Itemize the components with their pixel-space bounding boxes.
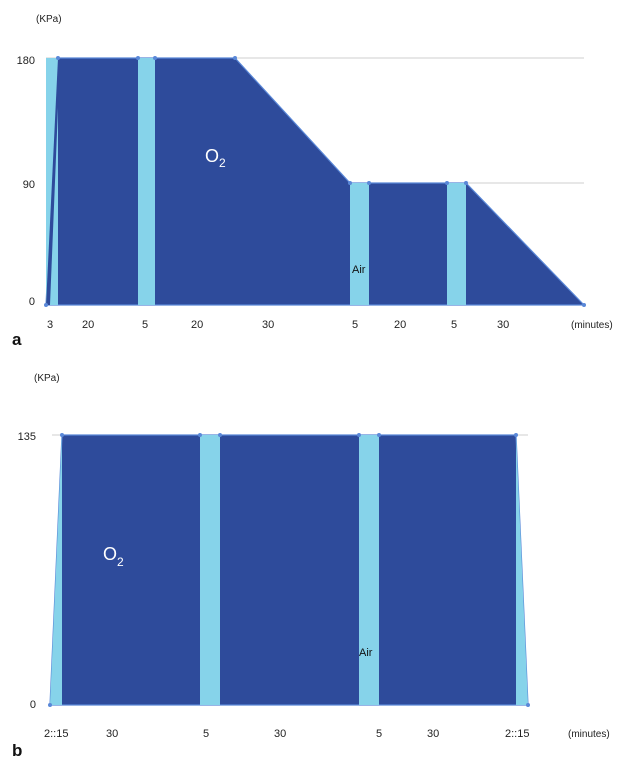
chart-a-segment-label: 20 (394, 319, 406, 331)
chart-a-vertices (44, 56, 586, 307)
chart-b-vertex (526, 703, 530, 707)
chart-a-y-tick-0: 0 (29, 296, 35, 308)
chart-b-y-unit: (KPa) (34, 373, 60, 384)
chart-a-y-tick-180: 180 (17, 55, 35, 67)
chart-b-segment-label: 5 (376, 728, 382, 740)
chart-b-vertex (514, 433, 518, 437)
chart-b-panel-label: b (12, 741, 22, 760)
chart-a-vertex (445, 181, 449, 185)
chart-a-vertex (367, 181, 371, 185)
chart-a-air-label: Air (352, 264, 366, 276)
chart-b-segment-label: 30 (427, 728, 439, 740)
chart-a-vertex (464, 181, 468, 185)
chart-b-oxygen-area (49, 434, 529, 706)
chart-a-oxygen-area (45, 57, 586, 306)
chart-b-segment-label: 30 (274, 728, 286, 740)
chart-a-x-unit: (minutes) (571, 320, 613, 331)
chart-b: (KPa) 135 0 O2 Air 2::15 30 5 30 5 30 2:… (12, 373, 610, 760)
chart-a-y-unit: (KPa) (36, 14, 62, 25)
chart-a-vertex (136, 56, 140, 60)
chart-a-segment-label: 5 (451, 319, 457, 331)
chart-b-air-label: Air (359, 647, 373, 659)
chart-a-segment-label: 5 (142, 319, 148, 331)
chart-a-segment-label: 30 (497, 319, 509, 331)
chart-b-compression-band (50, 435, 62, 705)
chart-b-vertex (357, 433, 361, 437)
chart-b-vertex (377, 433, 381, 437)
chart-b-vertex (60, 433, 64, 437)
chart-b-vertex (48, 703, 52, 707)
chart-a-vertex (582, 303, 586, 307)
chart-a-panel-label: a (12, 330, 22, 349)
chart-a-segment-label: 5 (352, 319, 358, 331)
chart-a-vertex (153, 56, 157, 60)
chart-a-air-break-3 (447, 183, 466, 305)
chart-b-segment-label: 5 (203, 728, 209, 740)
chart-b-gas-label: O2 (103, 544, 124, 569)
chart-b-x-unit: (minutes) (568, 729, 610, 740)
chart-b-vertices (48, 433, 530, 707)
chart-a: (KPa) 180 90 0 O2 Air 3 20 5 20 30 (12, 14, 613, 349)
chart-a-gas-label: O2 (205, 146, 226, 170)
chart-b-vertex (218, 433, 222, 437)
chart-b-y-tick-135: 135 (18, 431, 36, 443)
chart-a-vertex (44, 303, 48, 307)
chart-a-segment-label: 30 (262, 319, 274, 331)
chart-a-compression-slope (46, 58, 60, 305)
chart-b-segment-label: 2::15 (44, 728, 68, 740)
chart-a-vertex (56, 56, 60, 60)
chart-a-air-break-2 (350, 183, 369, 305)
chart-b-segment-label: 30 (106, 728, 118, 740)
chart-b-vertex (198, 433, 202, 437)
chart-b-air-break-1 (200, 435, 220, 705)
chart-a-segment-label: 3 (47, 319, 53, 331)
chart-b-air-break-2 (359, 435, 379, 705)
chart-a-segment-label: 20 (191, 319, 203, 331)
chart-b-decompression-band (516, 435, 528, 705)
chart-a-y-tick-90: 90 (23, 179, 35, 191)
chart-a-vertex (348, 181, 352, 185)
chart-a-segment-label: 20 (82, 319, 94, 331)
chart-a-vertex (233, 56, 237, 60)
chart-a-air-break-1 (138, 58, 155, 305)
chart-b-segment-label: 2::15 (505, 728, 529, 740)
chart-b-y-tick-0: 0 (30, 699, 36, 711)
